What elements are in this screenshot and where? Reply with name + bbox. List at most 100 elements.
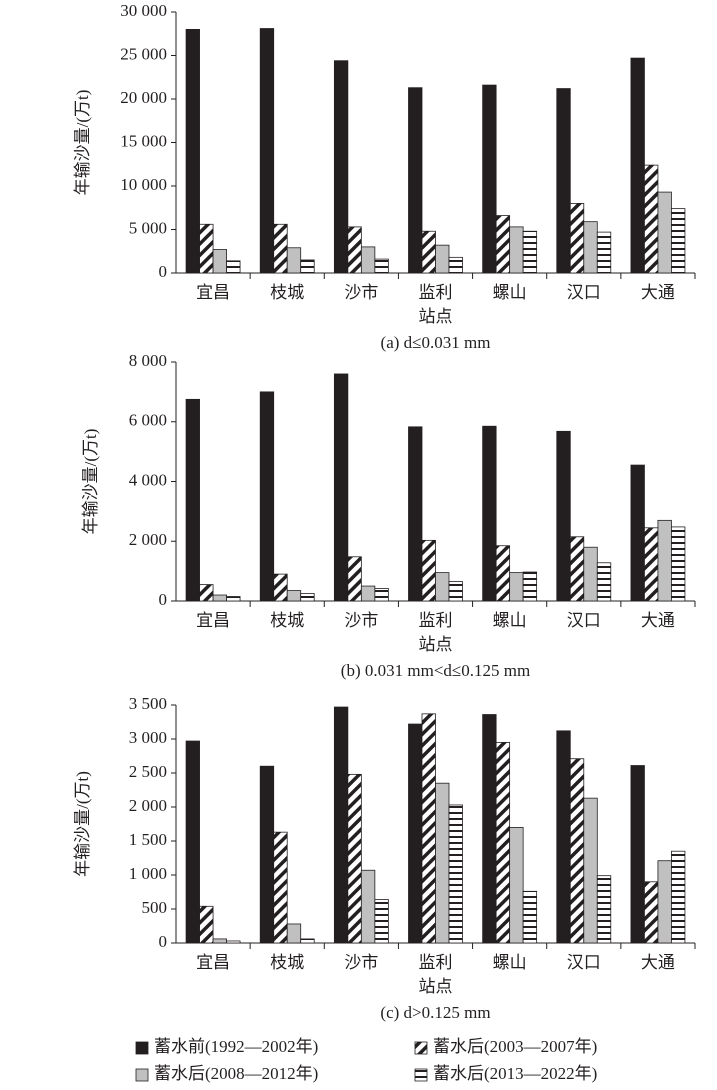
legend-label: 蓄水后(2003—2007年) xyxy=(433,1037,597,1056)
x-tick-label: 汉口 xyxy=(567,953,601,972)
legend-swatch xyxy=(135,1041,149,1055)
bar xyxy=(644,881,659,944)
bar xyxy=(185,28,200,274)
x-tick-label: 宜昌 xyxy=(196,611,230,630)
bar xyxy=(347,773,362,944)
bar xyxy=(421,713,436,944)
bar xyxy=(185,740,200,944)
bar xyxy=(259,28,275,274)
bar xyxy=(212,938,227,944)
x-tick-label: 枝城 xyxy=(270,283,304,302)
bar xyxy=(374,899,389,944)
bar xyxy=(273,573,288,602)
bar xyxy=(569,536,585,602)
bar xyxy=(226,596,241,602)
bar xyxy=(556,88,571,274)
bar xyxy=(509,572,524,602)
chart-subtitle: (c) d>0.125 mm xyxy=(380,1003,490,1022)
y-tick-label: 2 000 xyxy=(129,530,167,549)
bar xyxy=(226,260,241,274)
x-tick-label: 沙市 xyxy=(344,953,378,972)
bar xyxy=(657,860,672,944)
x-tick-label: 宜昌 xyxy=(196,283,230,302)
x-tick-label: 监利 xyxy=(419,283,453,302)
bar xyxy=(583,546,598,602)
bar xyxy=(630,765,645,944)
bar xyxy=(630,57,645,274)
legend-swatch xyxy=(414,1068,428,1082)
bar xyxy=(259,391,275,602)
bar xyxy=(509,226,524,274)
bar xyxy=(522,890,538,944)
bar xyxy=(509,827,524,944)
bar xyxy=(644,527,659,602)
y-tick-label: 10 000 xyxy=(120,175,167,194)
x-tick-label: 大通 xyxy=(641,953,675,972)
x-tick-label: 汉口 xyxy=(567,611,601,630)
bar xyxy=(226,940,241,944)
bar xyxy=(583,221,598,274)
y-tick-label: 2 500 xyxy=(129,762,167,781)
y-tick-label: 2 000 xyxy=(129,796,167,815)
bar xyxy=(360,246,376,274)
bar xyxy=(482,714,497,944)
bar xyxy=(448,804,463,944)
bar xyxy=(596,231,612,274)
bar xyxy=(199,584,214,602)
y-tick-label: 8 000 xyxy=(129,351,167,370)
bar xyxy=(212,249,227,274)
x-tick-label: 大通 xyxy=(641,611,675,630)
bar xyxy=(495,215,511,274)
y-axis-label: 年输沙量/(万t) xyxy=(73,771,92,877)
bar xyxy=(596,562,612,602)
bar xyxy=(671,208,686,274)
y-tick-label: 5 000 xyxy=(129,218,167,237)
x-tick-label: 螺山 xyxy=(493,283,527,302)
chart-subtitle: (b) 0.031 mm<d≤0.125 mm xyxy=(341,661,530,680)
bar xyxy=(569,758,585,944)
bar xyxy=(273,831,288,944)
y-tick-label: 25 000 xyxy=(120,44,167,63)
bar xyxy=(286,247,302,274)
x-tick-label: 大通 xyxy=(641,283,675,302)
x-tick-label: 螺山 xyxy=(493,611,527,630)
bar xyxy=(273,223,288,274)
legend-label: 蓄水前(1992—2002年) xyxy=(154,1037,318,1056)
bar xyxy=(435,244,450,274)
bar xyxy=(347,226,362,274)
x-tick-label: 监利 xyxy=(419,611,453,630)
bar xyxy=(333,373,349,602)
bar xyxy=(408,87,423,274)
legend-label: 蓄水后(2008—2012年) xyxy=(154,1064,318,1083)
bar xyxy=(421,230,436,274)
y-tick-label: 6 000 xyxy=(129,411,167,430)
bar xyxy=(360,869,376,944)
bar xyxy=(185,398,200,602)
bar xyxy=(671,850,686,944)
bar xyxy=(569,202,585,274)
y-tick-label: 20 000 xyxy=(120,88,167,107)
bar xyxy=(360,585,376,602)
bar xyxy=(556,430,571,602)
bar xyxy=(435,782,450,944)
chart-subtitle: (a) d≤0.031 mm xyxy=(381,333,491,352)
y-tick-label: 4 000 xyxy=(129,470,167,489)
bar xyxy=(286,923,302,944)
x-tick-label: 螺山 xyxy=(493,953,527,972)
bar xyxy=(435,572,450,602)
x-axis-label: 站点 xyxy=(419,635,453,654)
bar xyxy=(448,256,463,274)
bar xyxy=(556,730,571,944)
bar xyxy=(482,84,497,274)
bar xyxy=(199,905,214,944)
bar xyxy=(333,60,349,274)
y-axis-label: 年输沙量/(万t) xyxy=(81,429,100,535)
x-axis-label: 站点 xyxy=(419,977,453,996)
bar xyxy=(199,223,214,274)
x-tick-label: 沙市 xyxy=(344,611,378,630)
y-tick-label: 15 000 xyxy=(120,131,167,150)
bar xyxy=(347,556,362,602)
bar xyxy=(482,425,497,602)
bar xyxy=(421,539,436,602)
